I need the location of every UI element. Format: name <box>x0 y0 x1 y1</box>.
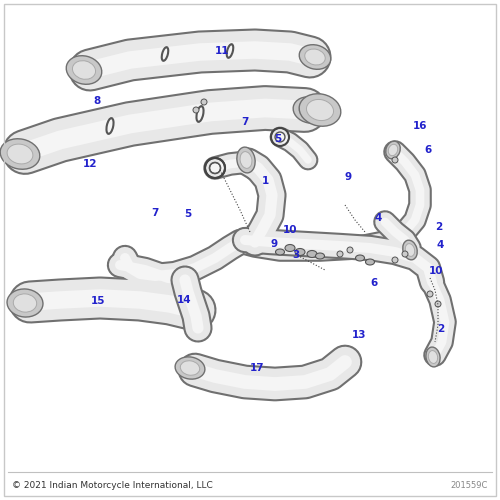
Text: 2: 2 <box>436 222 442 232</box>
Text: 3: 3 <box>292 250 300 260</box>
Ellipse shape <box>366 259 374 265</box>
Text: 15: 15 <box>91 296 105 306</box>
Circle shape <box>427 291 433 297</box>
Ellipse shape <box>386 141 400 159</box>
Text: 16: 16 <box>413 121 427 131</box>
Ellipse shape <box>0 138 40 170</box>
Ellipse shape <box>180 361 200 375</box>
Text: © 2021 Indian Motorcycle International, LLC: © 2021 Indian Motorcycle International, … <box>12 480 213 490</box>
Ellipse shape <box>276 249 284 255</box>
Ellipse shape <box>305 49 325 65</box>
Circle shape <box>392 157 398 163</box>
Circle shape <box>347 247 353 253</box>
Text: 6: 6 <box>370 278 378 288</box>
Ellipse shape <box>72 60 96 80</box>
Text: 201559C: 201559C <box>450 480 488 490</box>
Ellipse shape <box>175 357 205 379</box>
Ellipse shape <box>66 56 102 84</box>
Ellipse shape <box>426 347 440 367</box>
Circle shape <box>201 99 207 105</box>
Text: 11: 11 <box>215 46 230 56</box>
Text: 4: 4 <box>374 213 382 223</box>
Circle shape <box>392 257 398 263</box>
Text: 5: 5 <box>274 134 281 144</box>
Circle shape <box>435 301 441 307</box>
Text: 14: 14 <box>176 295 192 305</box>
Text: 6: 6 <box>424 145 432 155</box>
Ellipse shape <box>307 250 317 258</box>
Text: 9: 9 <box>344 172 352 181</box>
Text: 7: 7 <box>152 208 158 218</box>
Text: 7: 7 <box>242 117 248 127</box>
Ellipse shape <box>295 248 305 256</box>
Text: 2: 2 <box>438 324 444 334</box>
Ellipse shape <box>316 253 324 259</box>
Ellipse shape <box>14 294 36 312</box>
Text: 9: 9 <box>270 239 278 249</box>
Ellipse shape <box>388 144 398 156</box>
Ellipse shape <box>428 350 438 364</box>
Circle shape <box>402 251 408 257</box>
Ellipse shape <box>237 147 255 173</box>
Text: 5: 5 <box>184 209 191 219</box>
Ellipse shape <box>403 240 417 260</box>
Ellipse shape <box>299 102 321 118</box>
Circle shape <box>337 251 343 257</box>
Ellipse shape <box>293 97 327 123</box>
Ellipse shape <box>306 100 334 120</box>
Ellipse shape <box>299 94 341 126</box>
Text: 17: 17 <box>250 363 264 373</box>
Text: 12: 12 <box>83 159 97 169</box>
Ellipse shape <box>356 255 364 261</box>
Text: 1: 1 <box>262 176 268 186</box>
Text: 10: 10 <box>283 225 297 235</box>
Ellipse shape <box>285 244 295 252</box>
Ellipse shape <box>299 44 331 70</box>
Text: 8: 8 <box>94 96 101 106</box>
Ellipse shape <box>406 244 414 256</box>
Text: 13: 13 <box>352 330 366 340</box>
Ellipse shape <box>7 144 33 164</box>
Ellipse shape <box>7 289 43 317</box>
Ellipse shape <box>240 152 252 168</box>
Text: 4: 4 <box>436 240 444 250</box>
Text: 10: 10 <box>429 266 444 276</box>
Circle shape <box>193 107 199 113</box>
